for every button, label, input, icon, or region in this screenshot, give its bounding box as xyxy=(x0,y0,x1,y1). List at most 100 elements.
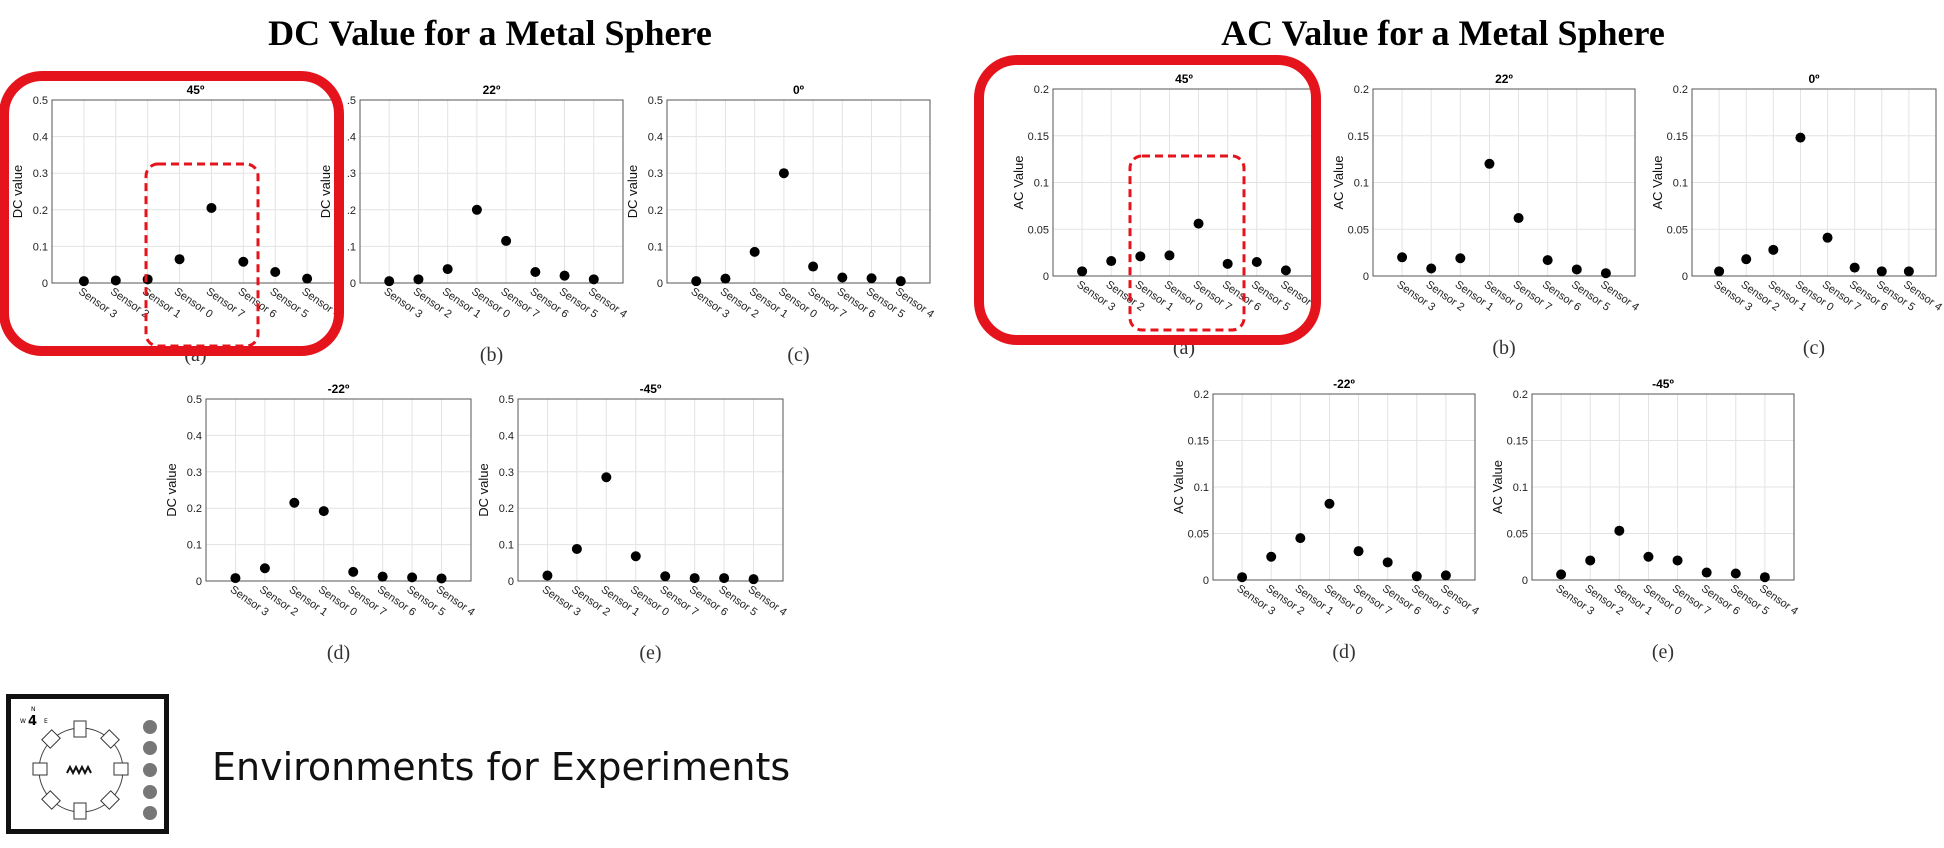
data-point xyxy=(413,274,424,285)
data-point xyxy=(1822,232,1833,243)
ac-section-title: AC Value for a Metal Sphere xyxy=(1221,13,1665,53)
data-point xyxy=(837,272,848,283)
data-point xyxy=(442,264,453,275)
y-tick-label: 0 xyxy=(657,278,663,290)
y-tick-label: 0.1 xyxy=(1034,178,1049,190)
data-point xyxy=(471,204,482,215)
y-tick-label: 0 xyxy=(196,576,202,588)
y-tick-label: 0 xyxy=(350,278,356,290)
y-tick-label: 0.15 xyxy=(1507,436,1528,448)
compass-w: W xyxy=(20,718,26,725)
subfigure-caption: (c) xyxy=(1803,337,1825,359)
data-point xyxy=(689,573,700,584)
data-point xyxy=(808,261,819,272)
data-point xyxy=(142,274,153,285)
y-tick-label: 0 xyxy=(42,278,48,290)
data-point xyxy=(691,276,702,287)
data-point xyxy=(1455,253,1466,264)
data-point xyxy=(270,267,281,278)
y-tick-label: 0.1 xyxy=(33,241,48,253)
y-axis-label: DC value xyxy=(318,165,333,218)
data-point xyxy=(1643,551,1654,562)
sensor-box-2 xyxy=(113,762,129,776)
y-axis-label: AC Value xyxy=(1650,156,1665,210)
subfigure-caption: (b) xyxy=(480,344,503,366)
data-point xyxy=(259,563,270,574)
plot-title: 45º xyxy=(1175,72,1193,86)
data-point xyxy=(1324,498,1335,509)
data-point xyxy=(749,246,760,257)
data-point xyxy=(1795,132,1806,143)
data-point xyxy=(384,276,395,287)
data-point xyxy=(1106,256,1117,267)
y-tick-label: 0.05 xyxy=(1667,224,1688,236)
sphere-m45 xyxy=(143,806,157,820)
subfigure-caption: (d) xyxy=(1332,641,1355,663)
y-tick-label: 0 xyxy=(1682,271,1688,283)
data-point xyxy=(1193,218,1204,229)
y-tick-label: 0.3 xyxy=(499,467,514,479)
data-point xyxy=(1077,266,1088,277)
data-point xyxy=(1849,262,1860,273)
data-point xyxy=(1295,533,1306,544)
plot-border xyxy=(1212,393,1476,581)
data-point xyxy=(542,570,553,581)
subfigure-caption: (d) xyxy=(327,642,350,664)
data-point xyxy=(1672,555,1683,566)
y-tick-label: 0.1 xyxy=(1194,482,1209,494)
data-point xyxy=(1768,244,1779,255)
y-axis-label: AC Value xyxy=(1331,156,1346,210)
y-tick-label: 0.1 xyxy=(1673,178,1688,190)
data-point xyxy=(1440,570,1451,581)
y-tick-label: 0 xyxy=(1522,575,1528,587)
subfigure-caption: (c) xyxy=(787,344,809,366)
y-tick-label: 0 xyxy=(1043,271,1049,283)
data-point xyxy=(1280,265,1291,276)
data-point xyxy=(1542,255,1553,266)
sensor-box-4 xyxy=(73,802,87,820)
plot-frame xyxy=(205,398,472,582)
y-tick-label: 0.1 xyxy=(187,540,202,552)
env-icon-number: 4 xyxy=(28,714,37,729)
data-point xyxy=(78,276,89,287)
y-axis-label: DC value xyxy=(625,165,640,218)
y-tick-label: .5 xyxy=(347,95,356,107)
data-point xyxy=(866,273,877,284)
data-point xyxy=(1164,250,1175,261)
data-point xyxy=(778,168,789,179)
data-point xyxy=(1714,266,1725,277)
sensor-box-7 xyxy=(41,729,61,749)
environments-label: Environments for Experiments xyxy=(212,745,791,789)
y-tick-label: .4 xyxy=(347,132,356,144)
environment-diagram-thumbnail: N W E 4 xyxy=(6,694,169,834)
y-tick-label: 0.5 xyxy=(33,95,48,107)
y-tick-label: 0.15 xyxy=(1188,436,1209,448)
plot-title: 22º xyxy=(483,83,501,97)
data-point xyxy=(1759,572,1770,583)
y-tick-label: 0.5 xyxy=(499,394,514,406)
data-point xyxy=(407,572,418,583)
data-point xyxy=(588,274,599,285)
plot-border xyxy=(1531,393,1795,581)
y-tick-label: 0.2 xyxy=(648,205,663,217)
data-point xyxy=(660,571,671,582)
data-point xyxy=(559,270,570,281)
sensor-box-6 xyxy=(32,762,48,776)
data-point xyxy=(436,573,447,584)
y-tick-label: 0.05 xyxy=(1028,224,1049,236)
y-tick-label: 0.4 xyxy=(648,132,663,144)
compass-e: E xyxy=(44,718,48,725)
y-tick-label: 0.2 xyxy=(33,205,48,217)
y-tick-label: 0.1 xyxy=(1354,178,1369,190)
y-tick-label: 0.05 xyxy=(1348,224,1369,236)
y-tick-label: 0.1 xyxy=(1513,482,1528,494)
